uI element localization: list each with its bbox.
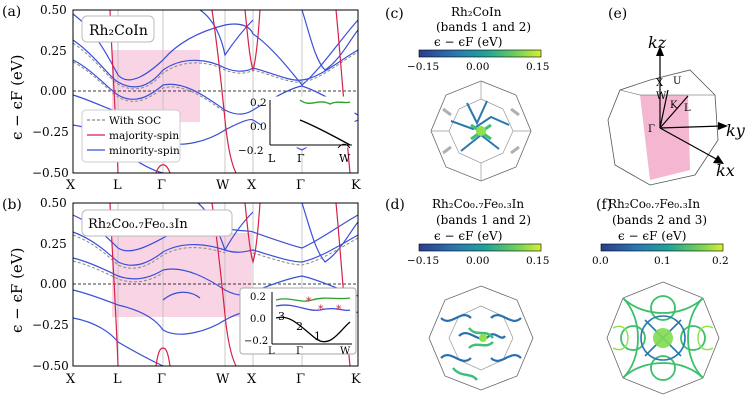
svg-text:0.00: 0.00 [40, 277, 67, 291]
svg-text:0.25: 0.25 [40, 237, 67, 251]
svg-text:ϵ − ϵF (eV): ϵ − ϵF (eV) [618, 229, 686, 243]
panel-label-f: (f) [596, 197, 612, 213]
svg-text:0.0: 0.0 [250, 121, 267, 133]
svg-text:L: L [268, 152, 276, 165]
svg-text:Γ: Γ [296, 346, 303, 357]
material-label-b: Rh₂Co₀.₇Fe₀.₃In [88, 217, 188, 232]
svg-text:X: X [66, 372, 76, 387]
svg-text:W: W [339, 152, 351, 165]
svg-text:0.00: 0.00 [466, 61, 489, 73]
svg-text:−0.25: −0.25 [32, 318, 69, 332]
svg-text:ky: ky [726, 121, 746, 140]
highlight-region [112, 233, 252, 317]
panel-c-fermi-surface: (c) Rh₂CoIn (bands 1 and 2) ϵ − ϵF (eV) … [385, 5, 549, 182]
svg-text:L: L [113, 372, 122, 387]
panel-e-brillouin-zone: (e) kz ky kx X U W K L Γ [607, 6, 746, 186]
colorbar-d [418, 243, 542, 252]
inset-b: * * * 3 2 1 0.2 0.0 −0.2 L Γ W [239, 287, 357, 357]
svg-text:Γ: Γ [157, 178, 166, 193]
svg-text:Rh₂CoIn: Rh₂CoIn [451, 5, 502, 19]
legend-minority: minority-spin [109, 145, 180, 157]
svg-text:(bands 1 and 2): (bands 1 and 2) [436, 213, 531, 227]
svg-text:−0.2: −0.2 [238, 145, 264, 157]
svg-text:Γ: Γ [297, 152, 305, 165]
legend: With SOC majority-spin minority-spin [81, 109, 181, 163]
svg-text:kz: kz [648, 33, 667, 52]
svg-text:0.25: 0.25 [40, 44, 67, 58]
svg-text:X: X [247, 178, 257, 193]
svg-text:0.00: 0.00 [466, 255, 489, 267]
svg-text:3: 3 [278, 310, 285, 323]
svg-text:0.0: 0.0 [592, 255, 609, 267]
panel-label-d: (d) [385, 197, 405, 213]
material-label-a: Rh₂CoIn [89, 23, 148, 39]
svg-text:−0.2: −0.2 [244, 336, 268, 347]
svg-text:*: * [318, 303, 324, 316]
svg-text:W: W [340, 346, 351, 357]
svg-text:0.15: 0.15 [526, 255, 549, 267]
inset-a: 0.2 0.0 −0.2 L Γ W [238, 96, 355, 165]
svg-text:Γ: Γ [648, 124, 655, 135]
panel-label-a: (a) [2, 4, 21, 20]
svg-text:−0.25: −0.25 [32, 125, 69, 139]
svg-text:2: 2 [296, 320, 303, 333]
panel-d-fermi-surface: (d) Rh₂Co₀.₇Fe₀.₃In (bands 1 and 2) ϵ − … [385, 197, 549, 391]
svg-text:0.50: 0.50 [40, 3, 67, 17]
svg-text:*: * [306, 295, 312, 308]
svg-text:ϵ − ϵF (eV): ϵ − ϵF (eV) [434, 35, 502, 49]
svg-text:*: * [336, 303, 342, 316]
svg-text:Rh₂Co₀.₇Fe₀.₃In: Rh₂Co₀.₇Fe₀.₃In [432, 197, 524, 211]
svg-text:ϵ − ϵF (eV): ϵ − ϵF (eV) [434, 229, 502, 243]
svg-text:0.0: 0.0 [250, 314, 266, 325]
svg-text:K: K [351, 372, 361, 387]
svg-text:0.15: 0.15 [526, 61, 549, 73]
svg-text:−0.15: −0.15 [407, 61, 439, 73]
panel-a-band-structure: Rh₂CoIn With SOC majority-spin minority-… [72, 9, 359, 174]
yaxis-b: 0.50 0.25 0.00 −0.25 −0.50 ϵ − ϵF (eV) [8, 196, 69, 373]
svg-text:(bands 1 and 2): (bands 1 and 2) [436, 20, 531, 34]
svg-text:0.2: 0.2 [712, 255, 729, 267]
svg-text:Γ: Γ [157, 372, 166, 387]
svg-text:U: U [673, 76, 681, 87]
svg-text:W: W [216, 178, 230, 193]
svg-text:L: L [268, 346, 275, 357]
svg-text:0.2: 0.2 [250, 292, 266, 303]
legend-majority: majority-spin [109, 130, 179, 142]
svg-text:K: K [351, 178, 361, 193]
svg-text:W: W [216, 372, 230, 387]
svg-text:K: K [670, 100, 678, 111]
svg-text:0.2: 0.2 [250, 97, 267, 109]
svg-text:0.00: 0.00 [40, 84, 67, 98]
svg-text:Rh₂Co₀.₇Fe₀.₃In: Rh₂Co₀.₇Fe₀.₃In [608, 197, 700, 211]
svg-text:0.1: 0.1 [654, 255, 671, 267]
svg-text:L: L [684, 103, 691, 114]
svg-text:kx: kx [716, 161, 735, 180]
panel-f-fermi-surface: (f) Rh₂Co₀.₇Fe₀.₃In (bands 2 and 3) ϵ − … [592, 197, 729, 395]
svg-text:X: X [247, 372, 257, 387]
svg-text:L: L [113, 178, 122, 193]
svg-text:(bands 2 and 3): (bands 2 and 3) [612, 213, 707, 227]
svg-text:0.50: 0.50 [40, 196, 67, 210]
svg-text:X: X [66, 178, 76, 193]
ylabel-a: ϵ − ϵF (eV) [8, 55, 26, 141]
svg-text:W: W [656, 91, 667, 102]
svg-text:−0.50: −0.50 [32, 359, 69, 373]
panel-label-b: (b) [2, 197, 22, 213]
panel-label-e: (e) [608, 6, 627, 22]
legend-soc: With SOC [109, 115, 161, 127]
colorbar-c [418, 49, 542, 58]
yaxis-a: 0.50 0.25 0.00 −0.25 −0.50 ϵ − ϵF (eV) [8, 3, 69, 180]
svg-text:−0.50: −0.50 [32, 166, 69, 180]
svg-text:1: 1 [314, 330, 321, 343]
svg-text:Γ: Γ [296, 178, 305, 193]
ylabel-b: ϵ − ϵF (eV) [8, 248, 26, 334]
svg-text:Γ: Γ [296, 372, 305, 387]
panel-label-c: (c) [385, 6, 404, 22]
panel-b-band-structure: Rh₂Co₀.₇Fe₀.₃In * * * 3 2 1 0.2 0.0 −0.2… [72, 202, 359, 367]
svg-text:−0.15: −0.15 [407, 255, 439, 267]
xaxis-b: X L Γ W X Γ K [66, 372, 361, 387]
xaxis-a: X L Γ W X Γ K [66, 178, 361, 193]
svg-text:X: X [656, 78, 664, 89]
colorbar-f [600, 243, 724, 252]
